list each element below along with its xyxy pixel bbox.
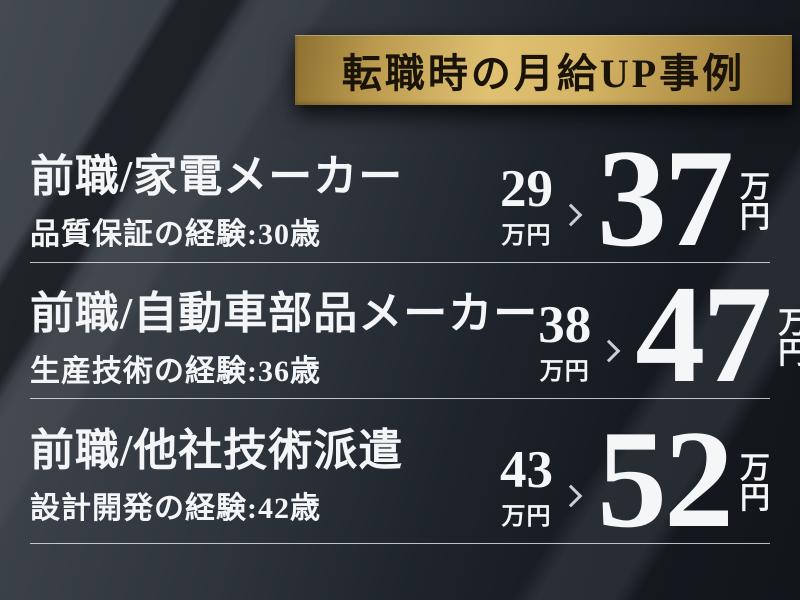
chevron-right-icon	[559, 203, 583, 227]
page-title: 転職時の月給UP事例	[341, 51, 746, 96]
salary-before-value: 29	[500, 159, 553, 218]
salary-before-unit: 万円	[501, 223, 552, 249]
salary-after-unit: 万 円	[778, 306, 800, 371]
salary-before-unit: 万円	[539, 359, 590, 385]
salary-after-unit: 万 円	[740, 451, 770, 516]
company-label: 前職/自動車部品メーカー	[30, 289, 539, 338]
company-label: 前職/他社技術派遣	[30, 426, 404, 475]
salary-after-unit-char: 万	[778, 306, 800, 340]
title-banner: 転職時の月給UP事例	[295, 35, 792, 105]
company-label: 前職/家電メーカー	[30, 152, 404, 201]
salary-before: 29 万円	[500, 159, 553, 250]
case-info: 前職/自動車部品メーカー 生産技術の経験:36歳	[30, 283, 538, 398]
salary-after-unit-char: 円	[778, 337, 800, 371]
experience-label: 生産技術の経験:36歳	[30, 355, 321, 389]
case-row: 前職/他社技術派遣 設計開発の経験:42歳 43 万円 52 万 円	[30, 402, 770, 558]
salary-figures: 43 万円 52 万 円	[500, 402, 770, 558]
salary-after-value: 37	[597, 121, 734, 277]
case-info: 前職/家電メーカー 品質保証の経験:30歳	[30, 146, 403, 262]
salary-after-value: 52	[597, 402, 734, 558]
salary-before-value: 43	[500, 440, 553, 499]
case-info: 前職/他社技術派遣 設計開発の経験:42歳	[30, 420, 403, 543]
salary-after-unit-char: 万	[740, 170, 770, 204]
salary-after-unit: 万 円	[740, 170, 770, 235]
salary-before: 38 万円	[538, 295, 592, 386]
salary-before-unit: 万円	[501, 504, 552, 530]
chevron-right-icon	[597, 339, 621, 363]
chevron-right-icon	[559, 484, 583, 508]
experience-label: 設計開発の経験:42歳	[30, 492, 321, 526]
salary-after-unit-char: 円	[740, 201, 770, 235]
salary-before-value: 38	[538, 295, 592, 354]
salary-after-value: 47	[635, 257, 772, 413]
salary-figures: 38 万円 47 万 円	[538, 257, 800, 413]
salary-before: 43 万円	[500, 440, 553, 531]
salary-after-unit-char: 円	[740, 482, 770, 516]
case-row: 前職/自動車部品メーカー 生産技術の経験:36歳 38 万円 47 万 円	[30, 265, 800, 405]
case-row: 前職/家電メーカー 品質保証の経験:30歳 29 万円 37 万 円	[30, 121, 770, 277]
experience-label: 品質保証の経験:30歳	[30, 218, 321, 252]
salary-figures: 29 万円 37 万 円	[500, 121, 770, 277]
salary-after-unit-char: 万	[740, 451, 770, 485]
